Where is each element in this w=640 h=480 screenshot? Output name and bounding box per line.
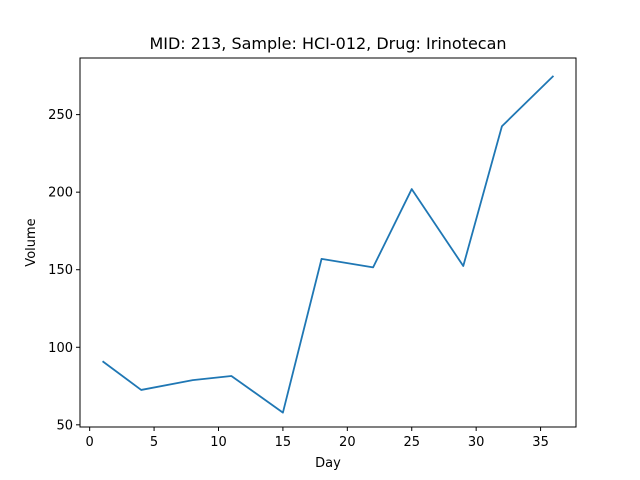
y-tick-label: 50 [56,418,73,433]
y-tick-label: 150 [48,263,73,278]
plot-frame [79,57,577,428]
y-axis-label: Volume [24,218,39,266]
x-tick-label: 20 [339,435,356,450]
x-tick-label: 10 [210,435,227,450]
chart-title: MID: 213, Sample: HCI-012, Drug: Irinote… [149,34,506,53]
x-tick-label: 35 [532,435,549,450]
x-tick-label: 0 [86,435,94,450]
x-tick-label: 25 [403,435,420,450]
x-tick-label: 5 [150,435,158,450]
x-axis-label: Day [315,456,341,471]
axis-ticks: 0 5 10 15 20 25 30 35 50 100 150 200 250 [48,108,549,450]
plot-area [102,75,555,414]
y-tick-label: 250 [48,108,73,123]
x-tick-label: 30 [468,435,485,450]
x-tick-label: 15 [275,435,292,450]
y-tick-label: 200 [48,186,73,201]
y-tick-label: 100 [48,341,73,356]
